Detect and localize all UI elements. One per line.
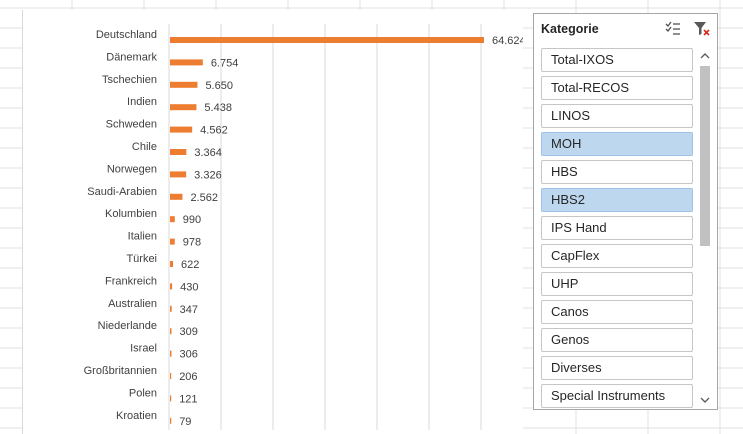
slicer-item[interactable]: Diverses xyxy=(541,356,693,380)
clear-filter-icon[interactable] xyxy=(693,20,711,38)
bar-data-label: 3.364 xyxy=(194,147,222,159)
bar[interactable] xyxy=(170,171,187,178)
slicer-item[interactable]: Special Instruments xyxy=(541,384,693,408)
bar[interactable] xyxy=(170,328,172,335)
bar-data-label: 990 xyxy=(183,214,201,226)
bar-data-label: 978 xyxy=(183,237,201,249)
bar-data-label: 622 xyxy=(181,259,199,271)
category-tick-label: Norwegen xyxy=(107,163,157,175)
bar[interactable] xyxy=(170,283,173,290)
bar[interactable] xyxy=(170,59,203,66)
bar[interactable] xyxy=(170,104,197,111)
category-slicer[interactable]: Kategorie Total-IXOS Total-RECOS LINOS MOH H… xyxy=(533,13,718,410)
bar[interactable] xyxy=(170,305,172,312)
category-tick-label: Dänemark xyxy=(106,51,157,63)
category-tick-label: Australien xyxy=(108,298,157,310)
bar[interactable] xyxy=(170,193,183,200)
bar-data-label: 206 xyxy=(179,371,197,383)
slicer-scrollbar[interactable] xyxy=(697,48,713,408)
category-tick-label: Großbritannien xyxy=(84,365,157,377)
category-tick-label: Schweden xyxy=(106,119,157,131)
bar[interactable] xyxy=(170,37,484,43)
category-tick-label: Frankreich xyxy=(105,275,157,287)
category-tick-label: Kroatien xyxy=(116,410,157,422)
slicer-item[interactable]: HBS xyxy=(541,160,693,184)
bar-data-label: 3.326 xyxy=(194,169,222,181)
slicer-header: Kategorie xyxy=(534,14,717,44)
category-tick-label: Saudi-Arabien xyxy=(87,186,157,198)
bar-data-label: 5.650 xyxy=(205,80,233,92)
scroll-down-arrow-icon[interactable] xyxy=(697,392,713,408)
bar[interactable] xyxy=(170,216,175,223)
slicer-item[interactable]: Total-IXOS xyxy=(541,48,693,72)
multi-select-icon[interactable] xyxy=(664,20,682,38)
bar[interactable] xyxy=(170,373,172,379)
category-tick-label: Niederlande xyxy=(98,320,157,332)
category-tick-label: Italien xyxy=(128,231,157,243)
chart-plot: Deutschland 64.624 Dänemark 6.754 Tschechien… xyxy=(84,24,523,430)
slicer-item[interactable]: HBS2 xyxy=(541,188,693,212)
bar[interactable] xyxy=(170,126,193,133)
bar[interactable] xyxy=(170,149,187,155)
bar-data-label: 306 xyxy=(179,349,197,361)
category-tick-label: Tschechien xyxy=(102,74,157,86)
bar-chart[interactable]: Deutschland 64.624 Dänemark 6.754 Tschechien… xyxy=(22,10,523,434)
bar-data-label: 5.438 xyxy=(204,102,232,114)
bar-data-label: 430 xyxy=(180,281,198,293)
category-tick-label: Türkei xyxy=(126,253,157,265)
bar-data-label: 4.562 xyxy=(200,125,228,137)
slicer-item[interactable]: Canos xyxy=(541,300,693,324)
bar-data-label: 79 xyxy=(179,416,191,428)
bar[interactable] xyxy=(170,350,172,357)
bar-data-label: 121 xyxy=(179,393,197,405)
category-tick-label: Chile xyxy=(132,141,157,153)
category-tick-label: Israel xyxy=(130,343,157,355)
slicer-title: Kategorie xyxy=(541,22,599,36)
bar[interactable] xyxy=(170,238,175,245)
category-tick-label: Indien xyxy=(127,96,157,108)
slicer-item[interactable]: LINOS xyxy=(541,104,693,128)
slicer-item[interactable]: CapFlex xyxy=(541,244,693,268)
bar-data-label: 309 xyxy=(180,326,198,338)
slicer-item[interactable]: MOH xyxy=(541,132,693,156)
bar[interactable] xyxy=(170,261,174,267)
bar[interactable] xyxy=(170,417,172,424)
bar[interactable] xyxy=(170,81,198,88)
bar-data-label: 347 xyxy=(180,304,198,316)
bar[interactable] xyxy=(170,395,172,402)
slicer-item[interactable]: Genos xyxy=(541,328,693,352)
slicer-item[interactable]: Total-RECOS xyxy=(541,76,693,100)
bar-data-label: 64.624 xyxy=(492,35,523,47)
bar-data-label: 2.562 xyxy=(190,192,218,204)
scroll-thumb[interactable] xyxy=(700,66,710,246)
category-tick-label: Deutschland xyxy=(96,29,157,41)
category-tick-label: Polen xyxy=(129,387,157,399)
scroll-up-arrow-icon[interactable] xyxy=(697,48,713,64)
category-tick-label: Kolumbien xyxy=(105,208,157,220)
slicer-item[interactable]: UHP xyxy=(541,272,693,296)
scroll-track[interactable] xyxy=(700,66,710,390)
slicer-item[interactable]: IPS Hand xyxy=(541,216,693,240)
bar-data-label: 6.754 xyxy=(211,57,239,69)
